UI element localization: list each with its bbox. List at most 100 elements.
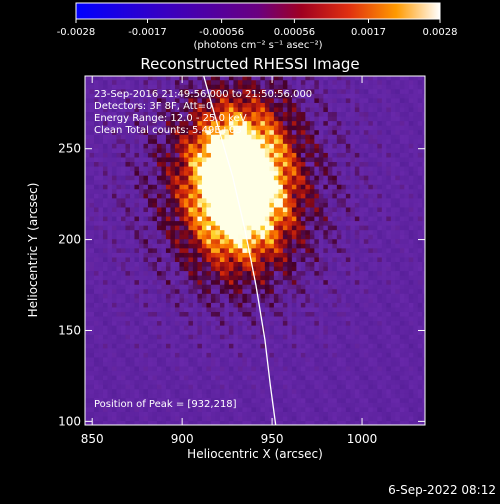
heatmap-cell xyxy=(274,211,279,216)
heatmap-cell xyxy=(283,111,288,116)
heatmap-cell xyxy=(265,216,270,221)
heatmap-cell xyxy=(238,189,243,194)
heatmap-cell xyxy=(116,307,121,312)
heatmap-cell xyxy=(292,211,297,216)
heatmap-cell xyxy=(341,339,346,344)
heatmap-cell xyxy=(179,157,184,162)
heatmap-cell xyxy=(215,361,220,366)
heatmap-cell xyxy=(265,407,270,412)
heatmap-cell xyxy=(296,252,301,257)
heatmap-cell xyxy=(269,175,274,180)
heatmap-cell xyxy=(125,234,130,239)
heatmap-cell xyxy=(166,157,171,162)
heatmap-cell xyxy=(242,407,247,412)
heatmap-cell xyxy=(283,175,288,180)
heatmap-cell xyxy=(310,398,315,403)
heatmap-cell xyxy=(328,171,333,176)
heatmap-cell xyxy=(215,180,220,185)
heatmap-cell xyxy=(373,298,378,303)
heatmap-cell xyxy=(287,157,292,162)
heatmap-cell xyxy=(206,370,211,375)
heatmap-cell xyxy=(256,202,261,207)
heatmap-cell xyxy=(152,161,157,166)
heatmap-cell xyxy=(283,102,288,107)
heatmap-cell xyxy=(314,175,319,180)
heatmap-cell xyxy=(337,107,342,112)
heatmap-cell xyxy=(215,348,220,353)
heatmap-cell xyxy=(323,84,328,89)
heatmap-cell xyxy=(175,298,180,303)
heatmap-cell xyxy=(337,370,342,375)
heatmap-cell xyxy=(292,216,297,221)
heatmap-cell xyxy=(247,216,252,221)
heatmap-cell xyxy=(260,148,265,153)
heatmap-cell xyxy=(220,270,225,275)
heatmap-cell xyxy=(143,320,148,325)
heatmap-cell xyxy=(184,302,189,307)
heatmap-cell xyxy=(242,298,247,303)
heatmap-cell xyxy=(107,361,112,366)
heatmap-cell xyxy=(292,180,297,185)
heatmap-cell xyxy=(278,293,283,298)
heatmap-cell xyxy=(125,366,130,371)
heatmap-cell xyxy=(220,375,225,380)
heatmap-cell xyxy=(193,370,198,375)
heatmap-cell xyxy=(188,307,193,312)
heatmap-cell xyxy=(175,293,180,298)
heatmap-cell xyxy=(328,152,333,157)
heatmap-cell xyxy=(170,225,175,230)
heatmap-cell xyxy=(197,225,202,230)
heatmap-cell xyxy=(152,152,157,157)
heatmap-cell xyxy=(98,239,103,244)
heatmap-cell xyxy=(94,361,99,366)
heatmap-cell xyxy=(161,180,166,185)
heatmap-cell xyxy=(368,121,373,126)
heatmap-cell xyxy=(337,407,342,412)
heatmap-cell xyxy=(166,248,171,253)
heatmap-cell xyxy=(373,275,378,280)
heatmap-cell xyxy=(229,193,234,198)
heatmap-cell xyxy=(125,293,130,298)
heatmap-cell xyxy=(170,211,175,216)
heatmap-cell xyxy=(337,211,342,216)
heatmap-cell xyxy=(251,416,256,421)
heatmap-cell xyxy=(233,211,238,216)
heatmap-cell xyxy=(116,171,121,176)
heatmap-cell xyxy=(175,280,180,285)
heatmap-cell xyxy=(193,248,198,253)
heatmap-cell xyxy=(292,161,297,166)
heatmap-cell xyxy=(337,193,342,198)
heatmap-cell xyxy=(323,393,328,398)
heatmap-cell xyxy=(373,239,378,244)
heatmap-cell xyxy=(233,375,238,380)
heatmap-cell xyxy=(197,370,202,375)
heatmap-cell xyxy=(90,161,95,166)
heatmap-cell xyxy=(161,325,166,330)
heatmap-cell xyxy=(161,184,166,189)
heatmap-cell xyxy=(364,320,369,325)
heatmap-cell xyxy=(161,189,166,194)
heatmap-cell xyxy=(242,80,247,85)
heatmap-cell xyxy=(247,175,252,180)
heatmap-cell xyxy=(220,202,225,207)
heatmap-cell xyxy=(364,348,369,353)
heatmap-cell xyxy=(269,370,274,375)
heatmap-cell xyxy=(206,339,211,344)
heatmap-cell xyxy=(314,111,319,116)
heatmap-cell xyxy=(193,298,198,303)
heatmap-cell xyxy=(139,243,144,248)
heatmap-cell xyxy=(287,207,292,212)
heatmap-cell xyxy=(359,148,364,153)
heatmap-cell xyxy=(292,343,297,348)
heatmap-cell xyxy=(341,243,346,248)
heatmap-cell xyxy=(112,193,117,198)
heatmap-cell xyxy=(337,411,342,416)
heatmap-cell xyxy=(197,257,202,262)
heatmap-cell xyxy=(269,316,274,321)
heatmap-cell xyxy=(359,134,364,139)
heatmap-cell xyxy=(197,266,202,271)
heatmap-cell xyxy=(265,175,270,180)
heatmap-cell xyxy=(314,325,319,330)
heatmap-cell xyxy=(256,339,261,344)
heatmap-cell xyxy=(337,389,342,394)
